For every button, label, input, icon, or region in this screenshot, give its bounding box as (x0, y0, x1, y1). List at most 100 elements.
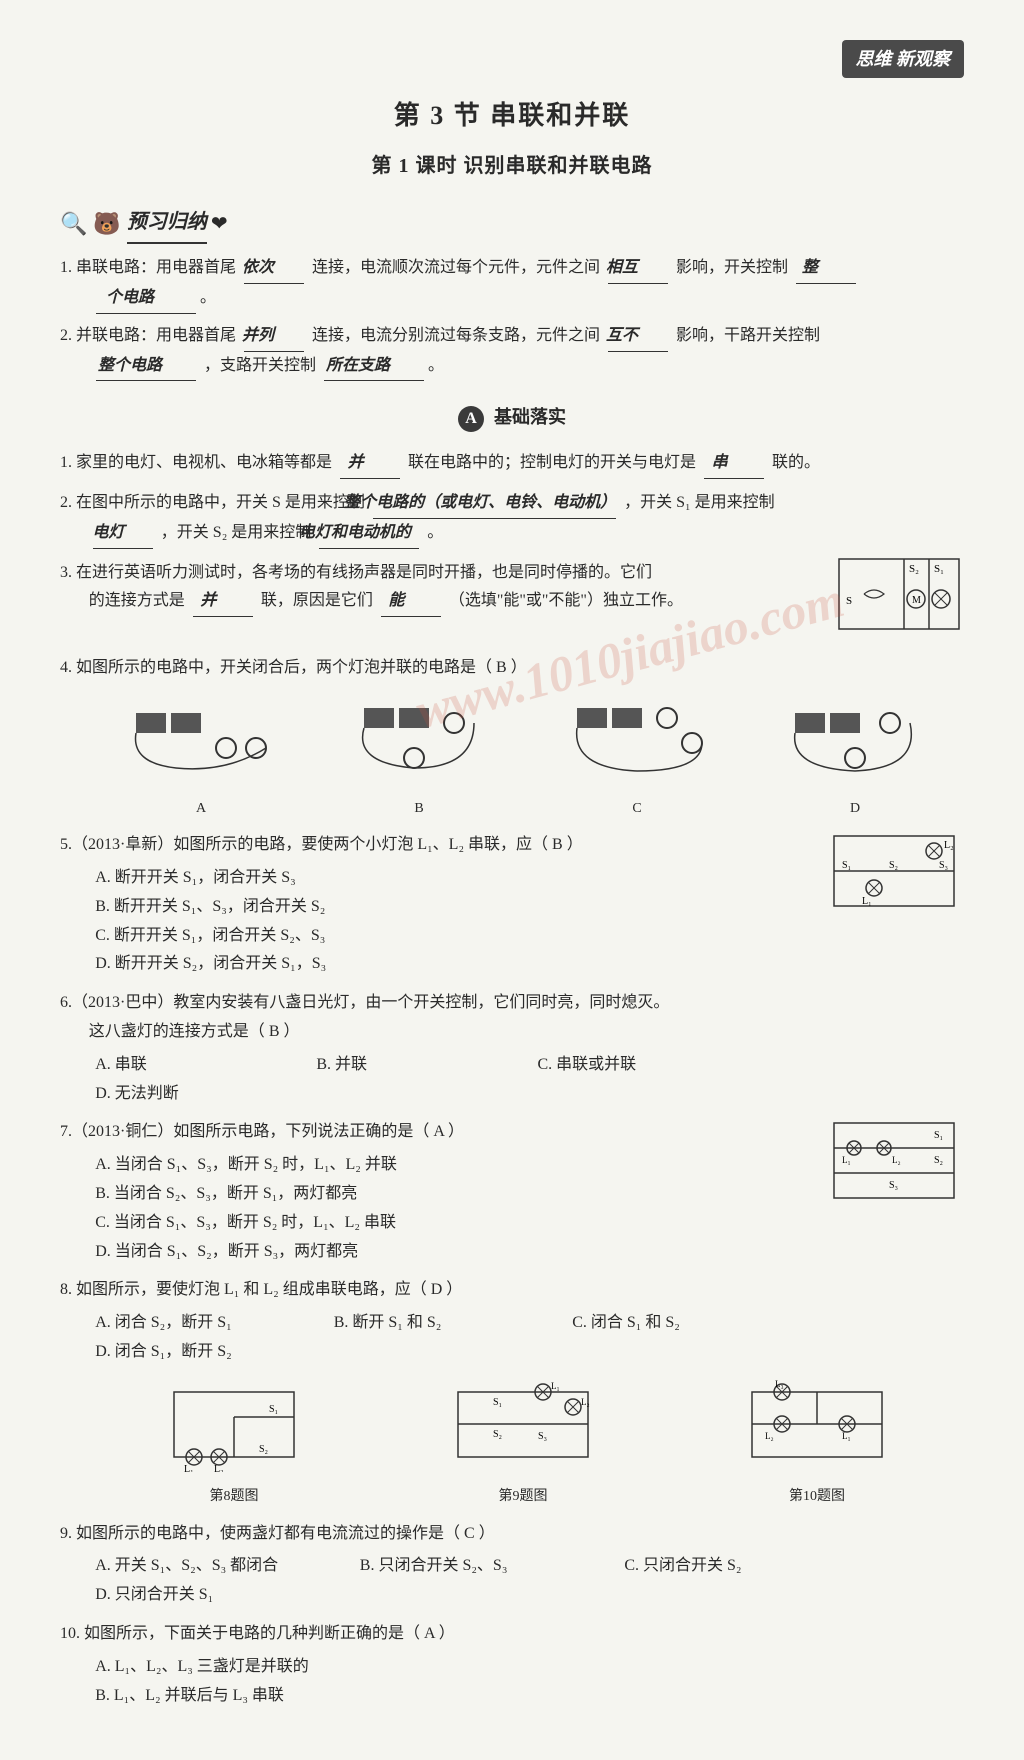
question-6: 6.（2013·巴中）教室内安装有八盏日光灯，由一个开关控制，它们同时亮，同时熄… (60, 989, 964, 1108)
svg-text:L₁: L₁ (842, 1431, 851, 1441)
question-3: S₂ S₁ M S 3. 在进行英语听力测试时，各考场的有线扬声器是同时开播，也… (60, 559, 964, 645)
blank: 所在支路 (324, 352, 424, 382)
q3-circuit-diagram: S₂ S₁ M S (834, 554, 964, 645)
svg-text:L₂: L₂ (765, 1431, 774, 1441)
question-7: L₁ L₂ S₁ S₂ S₃ 7.（2013·铜仁）如图所示电路，下列说法正确的… (60, 1118, 964, 1266)
answer: B (552, 836, 563, 853)
fig-10: L₃ L₂ L₁ 第10题图 (737, 1377, 897, 1510)
option-a: A. 当闭合 S₁、S₃，断开 S₂ 时，L₁、L₂ 并联 (95, 1151, 440, 1180)
option-a: A. 断开开关 S₁，闭合开关 S₃ (95, 864, 440, 893)
question-9: 9. 如图所示的电路中，使两盏灯都有电流流过的操作是（ C ） A. 开关 S₁… (60, 1520, 964, 1610)
svg-text:L₂: L₂ (944, 840, 954, 851)
option-c: C. 断开开关 S₁，闭合开关 S₂、S₃ (95, 922, 440, 951)
circuit-icon: L₁ L₂ S₁ S₂ S₃ (824, 1113, 964, 1208)
svg-text:L₁: L₁ (184, 1464, 194, 1472)
option-c: C. 当闭合 S₁、S₃，断开 S₂ 时，L₁、L₂ 串联 (95, 1209, 440, 1238)
preview-header: 🔍 🐻 预习归纳 ❤ (60, 204, 964, 244)
svg-text:S₃: S₃ (889, 1180, 898, 1191)
svg-text:L₁: L₁ (862, 896, 872, 907)
blank: 互不 (608, 322, 668, 352)
svg-text:L₁: L₁ (842, 1155, 851, 1165)
question-1: 1. 家里的电灯、电视机、电冰箱等都是 并 联在电路中的；控制电灯的开关与电灯是… (60, 449, 964, 479)
option-b: B. 并联 (316, 1051, 507, 1080)
blank: 并列 (244, 322, 304, 352)
blank: 并 (340, 449, 400, 479)
blank: 整个电路的（或电灯、电铃、电动机） (373, 489, 616, 519)
section-title: 第 3 节 串联和并联 (60, 93, 964, 140)
question-10: 10. 如图所示，下面关于电路的几种判断正确的是（ A ） A. L₁、L₂、L… (60, 1620, 964, 1710)
blank: 整 (796, 254, 856, 284)
fig-9: S₁ S₂ S₃ L₁ L₂ 第9题图 (443, 1377, 603, 1510)
badge-a: A (458, 406, 484, 432)
option-b: B. 断开 S₁ 和 S₂ (334, 1309, 543, 1338)
blank: 依次 (244, 254, 304, 284)
preview-label: 预习归纳 (127, 204, 207, 244)
blank: 能 (381, 587, 441, 617)
answer: C (464, 1525, 475, 1542)
svg-text:S₃: S₃ (538, 1431, 547, 1442)
answer: B (269, 1023, 280, 1040)
circuit-icon (344, 693, 494, 783)
blank: 个电路 (96, 284, 196, 314)
heart-icon: ❤ (211, 206, 228, 242)
blank: 相互 (608, 254, 668, 284)
answer: A (433, 1123, 444, 1140)
svg-text:S: S (846, 595, 852, 607)
preview-item-1: 1. 串联电路：用电器首尾 依次 连接，电流顺次流过每个元件，元件之间 相互 影… (60, 254, 964, 314)
option-c: C. 闭合 S₁ 和 S₂ (572, 1309, 781, 1338)
svg-text:S₂: S₂ (909, 563, 919, 575)
svg-text:M: M (912, 595, 921, 606)
diagram-a: A (126, 693, 276, 821)
q4-diagrams: A B C (60, 693, 964, 821)
question-2: 2. 在图中所示的电路中，开关 S 是用来控制 整个电路的（或电灯、电铃、电动机… (60, 489, 964, 549)
diagram-d: D (780, 693, 930, 821)
option-d: D. 断开开关 S₂，闭合开关 S₁，S₃ (95, 950, 440, 979)
svg-text:S₃: S₃ (939, 860, 948, 871)
basic-label: 基础落实 (494, 407, 566, 427)
answer: B (496, 659, 507, 676)
svg-text:L₃: L₃ (775, 1379, 784, 1389)
svg-text:S₁: S₁ (493, 1397, 502, 1408)
magnifier-icon: 🔍 (60, 204, 87, 244)
header-stamp-area: 思维 新观察 (60, 40, 964, 78)
option-c: C. 串联或并联 (537, 1051, 780, 1080)
option-d: D. 当闭合 S₁、S₂，断开 S₃，两灯都亮 (95, 1238, 440, 1267)
question-4: 4. 如图所示的电路中，开关闭合后，两个灯泡并联的电路是（ B ） A (60, 654, 964, 821)
question-8: 8. 如图所示，要使灯泡 L₁ 和 L₂ 组成串联电路，应（ D ） A. 闭合… (60, 1276, 964, 1509)
q7-circuit-diagram: L₁ L₂ S₁ S₂ S₃ (824, 1113, 964, 1219)
diagram-c: C (562, 693, 712, 821)
basic-section-header: A 基础落实 (60, 401, 964, 434)
diagram-b: B (344, 693, 494, 821)
preview-item-2: 2. 并联电路：用电器首尾 并列 连接，电流分别流过每条支路，元件之间 互不 影… (60, 322, 964, 382)
circuit-icon (562, 693, 712, 783)
option-d: D. 闭合 S₁，断开 S₂ (95, 1338, 304, 1367)
blank: 电灯 (93, 519, 153, 549)
svg-text:L₁: L₁ (551, 1381, 560, 1391)
q5-circuit-diagram: L₂ L₁ S₁ S₂ S₃ (824, 826, 964, 927)
circuit-icon: S₁ S₂ S₃ L₁ L₂ (443, 1377, 603, 1472)
fig-8: L₁ L₂ S₁ S₂ 第8题图 (159, 1377, 309, 1510)
circuit-icon: L₂ L₁ S₁ S₂ S₃ (824, 826, 964, 916)
circuit-icon (126, 693, 276, 783)
bear-icon: 🐻 (93, 204, 120, 244)
option-b: B. L₁、L₂ 并联后与 L₃ 串联 (95, 1682, 512, 1711)
svg-text:S₂: S₂ (259, 1444, 268, 1455)
blank: 串 (704, 449, 764, 479)
circuit-icon: L₁ L₂ S₁ S₂ (159, 1377, 309, 1472)
brand-stamp: 思维 新观察 (842, 40, 965, 78)
svg-text:L₂: L₂ (581, 1397, 590, 1407)
blank: 整个电路 (96, 352, 196, 382)
answer: D (431, 1281, 443, 1298)
blank: 并 (193, 587, 253, 617)
answer: A (424, 1625, 435, 1642)
svg-text:S₂: S₂ (934, 1155, 943, 1166)
circuit-icon: S₂ S₁ M S (834, 554, 964, 634)
option-a: A. L₁、L₂、L₃ 三盏灯是并联的 (95, 1653, 512, 1682)
question-5: L₂ L₁ S₁ S₂ S₃ 5.（2013·阜新）如图所示的电路，要使两个小灯… (60, 831, 964, 979)
lesson-subtitle: 第 1 课时 识别串联和并联电路 (60, 148, 964, 184)
svg-text:S₁: S₁ (269, 1404, 278, 1415)
svg-text:S₁: S₁ (934, 1130, 943, 1141)
circuit-icon: L₃ L₂ L₁ (737, 1377, 897, 1472)
option-b: B. 当闭合 S₂、S₃，断开 S₁，两灯都亮 (95, 1180, 440, 1209)
blank: 电灯和电动机的 (319, 519, 419, 549)
